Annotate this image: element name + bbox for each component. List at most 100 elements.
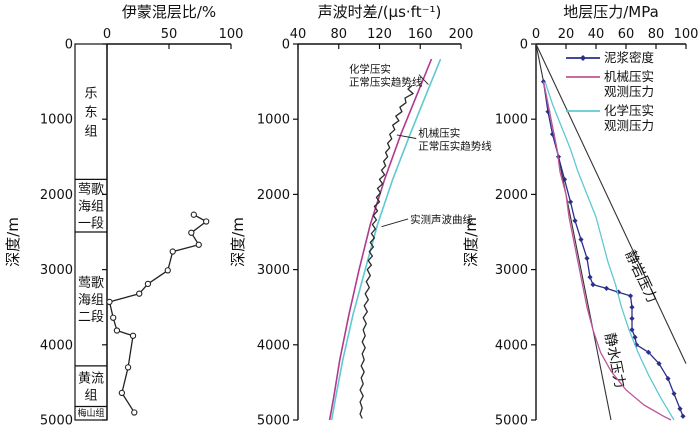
data-point <box>584 255 590 261</box>
x-tick-label: 0 <box>103 27 111 42</box>
panel-1: 伊蒙混层比/%0 50 100010002000300040005000深度/m乐东… <box>4 3 243 429</box>
data-point <box>567 199 574 205</box>
y-tick-label: 0 <box>282 38 290 53</box>
data-point <box>677 406 683 412</box>
x-tick-label: 200 <box>449 27 474 42</box>
annotation-arrow <box>396 134 417 139</box>
data-point <box>587 274 593 280</box>
data-point <box>136 290 143 297</box>
data-point <box>106 298 113 306</box>
data-point <box>665 376 671 382</box>
strata-label: 东 <box>84 106 97 121</box>
strata-label: 海组 <box>78 293 104 308</box>
y-tick-label: 0 <box>520 38 528 53</box>
y-tick-label: 2000 <box>257 188 290 203</box>
reference-line <box>535 43 687 364</box>
strata-label: 组 <box>84 125 97 140</box>
y-tick-label: 1000 <box>495 113 528 128</box>
data-point <box>118 389 126 397</box>
y-tick-label: 0 <box>65 38 73 53</box>
x-tick-label: 40 <box>290 27 307 42</box>
panel-title: 伊蒙混层比/% <box>122 3 216 21</box>
y-tick-label: 1000 <box>257 113 290 128</box>
panel-2: 声波时差/(μs·ft⁻¹)40 80 120 160 2000100020003000… <box>229 3 492 429</box>
annotation-arrow <box>418 74 429 85</box>
data-point <box>629 315 635 322</box>
y-tick-label: 4000 <box>40 338 73 353</box>
legend-label: 泥浆密度 <box>604 50 655 65</box>
y-axis-label: 深度/m <box>229 217 247 267</box>
data-point <box>629 304 635 310</box>
data-point <box>195 241 202 248</box>
strata-label: 海组 <box>78 200 104 215</box>
series-line <box>108 214 207 413</box>
data-point <box>561 176 568 182</box>
y-tick-label: 3000 <box>495 263 528 278</box>
reference-line-label: 静岩压力 <box>621 248 659 305</box>
data-point <box>645 349 652 355</box>
data-point <box>603 285 610 291</box>
panel-title: 地层压力/MPa <box>563 3 659 21</box>
strata-label: 黄流 <box>78 372 104 387</box>
series-line <box>359 84 414 419</box>
y-tick-label: 3000 <box>40 263 73 278</box>
data-point <box>169 248 176 255</box>
data-point <box>680 413 686 419</box>
strata-label: 一段 <box>78 217 104 232</box>
strata-label: 莺歌 <box>78 183 104 198</box>
legend-label: 化学压实 <box>604 103 654 118</box>
data-point <box>671 391 677 397</box>
x-tick-label: 100 <box>674 27 699 42</box>
data-point <box>188 229 195 236</box>
annotation-arrow <box>381 218 409 228</box>
data-point <box>164 267 171 274</box>
x-tick-label: 20 <box>558 27 575 42</box>
data-point <box>144 280 152 288</box>
data-point <box>203 218 210 225</box>
y-axis-label: 深度/m <box>4 217 22 267</box>
y-tick-label: 1000 <box>40 113 73 128</box>
series-line <box>542 81 672 421</box>
y-tick-label: 2000 <box>40 188 73 203</box>
data-point <box>190 211 197 218</box>
x-tick-label: 0 <box>532 27 540 42</box>
data-point <box>627 293 634 299</box>
data-point <box>615 289 622 295</box>
y-tick-label: 4000 <box>495 338 528 353</box>
x-tick-label: 60 <box>618 27 635 42</box>
y-tick-label: 3000 <box>257 263 290 278</box>
y-tick-label: 5000 <box>495 414 528 429</box>
legend-label: 观测压力 <box>604 84 654 99</box>
y-tick-label: 4000 <box>257 338 290 353</box>
x-tick-label: 40 <box>588 27 605 42</box>
data-point <box>572 218 578 224</box>
strata-label: 莺歌 <box>78 276 104 291</box>
series-line <box>328 58 433 421</box>
series-line <box>330 58 442 421</box>
x-tick-label: 80 <box>330 27 347 42</box>
data-point <box>131 409 138 416</box>
data-point <box>656 361 662 367</box>
data-point <box>110 314 117 321</box>
y-axis-label: 深度/m <box>462 217 480 267</box>
series-line <box>544 81 675 421</box>
y-tick-label: 5000 <box>40 414 73 429</box>
strata-label: 组 <box>84 389 97 404</box>
annotation-label: 实测声波曲线 <box>410 213 473 226</box>
strata-label: 梅山组 <box>77 407 104 419</box>
panel-title: 声波时差/(μs·ft⁻¹) <box>318 3 442 21</box>
x-tick-label: 50 <box>161 27 178 42</box>
data-point <box>590 282 596 288</box>
x-tick-label: 80 <box>648 27 665 42</box>
legend-label: 观测压力 <box>604 118 654 133</box>
data-point <box>629 327 635 333</box>
strata-label: 乐 <box>84 87 97 102</box>
annotation-label: 化学压实 <box>349 63 391 76</box>
y-tick-label: 5000 <box>257 414 290 429</box>
annotation-label: 正常压实趋势线 <box>349 76 423 89</box>
x-tick-label: 160 <box>408 27 433 42</box>
y-tick-label: 2000 <box>495 188 528 203</box>
data-point <box>578 236 584 243</box>
